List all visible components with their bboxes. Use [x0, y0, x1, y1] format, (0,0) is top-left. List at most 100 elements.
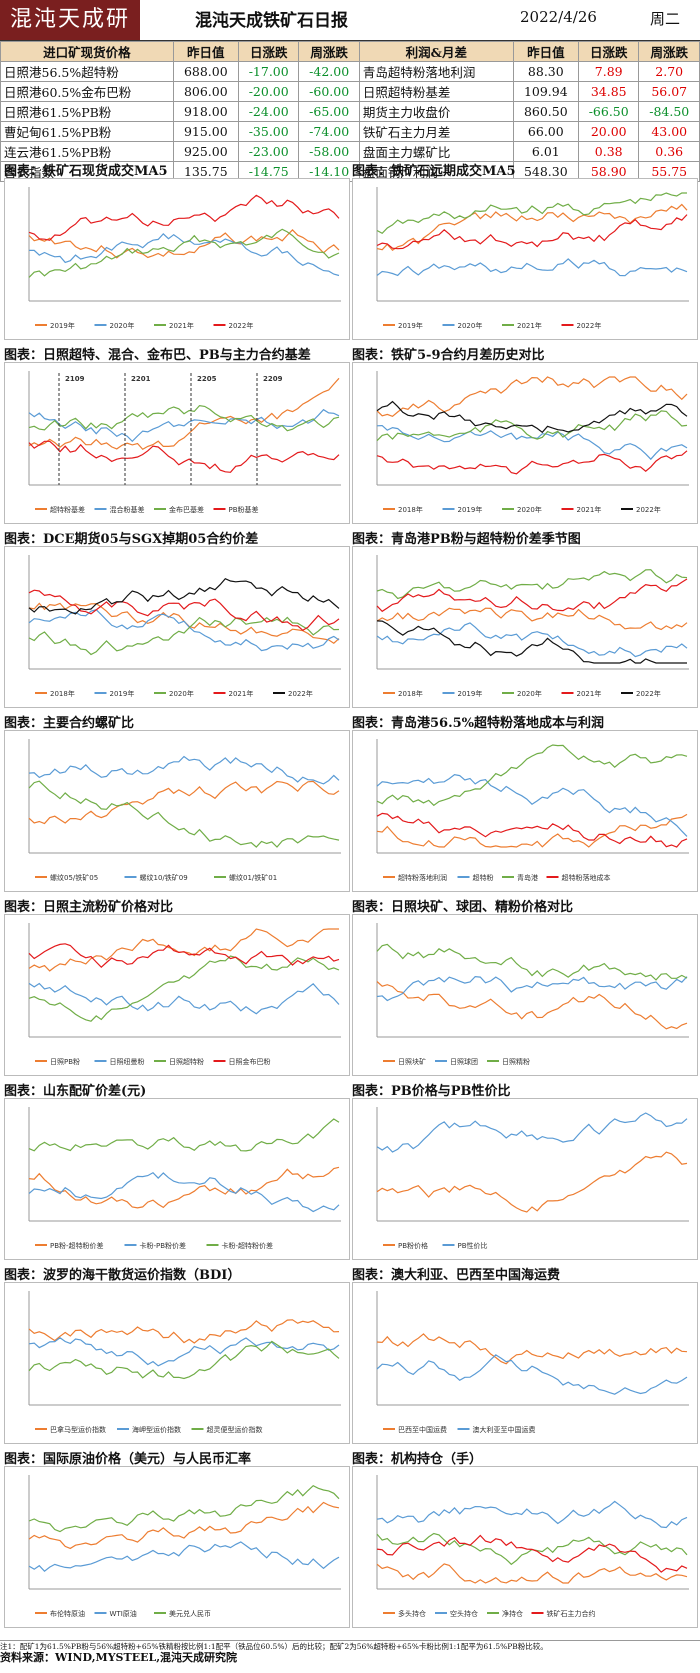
series-line — [28, 1171, 340, 1213]
legend-label: 2021年 — [517, 321, 542, 330]
series-line — [28, 404, 340, 432]
footer-source: 资料来源：WIND,MYSTEEL,混沌天成研究院 — [0, 1651, 238, 1664]
price-table-row: 连云港61.5%PB粉 925.00 -23.00 -58.00 盘面主力螺矿比 6.01… — [0, 141, 700, 162]
series-line — [376, 400, 688, 434]
report-footer: 注1：配矿1为61.5%PB粉与56%超特粉+65%铁精粉按比例1:1配平（铁品… — [0, 1640, 700, 1673]
left-day-cell: -14.75 — [237, 161, 300, 182]
series-line — [376, 1333, 688, 1365]
chart-caption: 图表：山东配矿价差(元) — [4, 1084, 147, 1099]
chart-svg: PB粉-超特粉价差 卡粉-PB粉价差 卡粉-超特粉价差 — [28, 1107, 341, 1250]
chart-svg: 多头持仓 空头持仓 净持仓 铁矿石主力合约 — [376, 1475, 689, 1618]
left-day-cell: -20.00 — [237, 81, 300, 102]
chart-panel: 螺纹05/铁矿05 螺纹10/铁矿09 螺纹01/铁矿01 — [4, 730, 350, 892]
chart-panel: 巴拿马型运价指数 海岬型运价指数 超灵便型运价指数 — [4, 1282, 350, 1444]
chart-caption: 图表：日照块矿、球团、精粉价格对比 — [352, 900, 574, 915]
right-header-day: 日涨跌 — [577, 41, 640, 62]
series-line — [28, 1166, 340, 1209]
right-name-cell: 盘面主力螺矿比 — [358, 141, 514, 162]
series-line — [28, 755, 340, 785]
chart-svg: 2018年 2019年 2020年 2021年 2022年 — [28, 555, 341, 698]
chart-panel: PB粉-超特粉价差 卡粉-PB粉价差 卡粉-超特粉价差 — [4, 1098, 350, 1260]
chart-svg: PB粉价格 PB性价比 — [376, 1107, 689, 1250]
series-line — [376, 424, 688, 461]
legend-label: 2022年 — [229, 321, 254, 330]
legend-label: 2021年 — [577, 505, 602, 514]
legend-label: 日照球团 — [450, 1057, 478, 1066]
series-line — [28, 982, 340, 1015]
legend-label: 2018年 — [50, 689, 75, 698]
legend-label: 日照块矿 — [398, 1057, 426, 1066]
chart-svg: 2109 2201 2205 2209 超特粉基差 混合粉基差 金布巴基差 PB粉基差 — [28, 371, 341, 514]
legend-label: 美元兑人民币 — [169, 1609, 211, 1618]
chart-svg: 2018年 2019年 2020年 2021年 2022年 — [376, 555, 689, 698]
chart-panel: 2109 2201 2205 2209 超特粉基差 混合粉基差 金布巴基差 PB粉基差 — [4, 362, 350, 524]
legend-label: 混合粉基差 — [110, 505, 145, 514]
left-header-prev: 昨日值 — [172, 41, 239, 62]
legend-label: 净持仓 — [502, 1609, 523, 1618]
right-day-cell: 0.38 — [577, 141, 640, 162]
series-line — [376, 943, 688, 981]
price-table-row: 日照港60.5%金布巴粉 806.00 -20.00 -60.00 日照超特粉基差 109… — [0, 81, 700, 102]
right-day-cell: 34.85 — [577, 81, 640, 102]
legend-label: PB粉-超特粉价差 — [50, 1241, 104, 1250]
legend-label: 巴西至中国运费 — [398, 1425, 447, 1434]
chart-caption: 图表：DCE期货05与SGX掉期05合约价差 — [4, 532, 259, 547]
series-line — [28, 589, 340, 632]
legend-label: PB性价比 — [458, 1241, 488, 1250]
chart-panel: 2019年 2020年 2021年 2022年 — [352, 178, 698, 340]
left-day-cell: -23.00 — [237, 141, 300, 162]
right-day-cell: 7.89 — [577, 61, 640, 82]
right-prev-cell: 860.50 — [512, 101, 579, 122]
left-week-cell: -74.00 — [298, 121, 360, 142]
chart-svg: 2019年 2020年 2021年 2022年 — [376, 187, 689, 330]
left-day-cell: -24.00 — [237, 101, 300, 122]
legend-label: 2021年 — [577, 689, 602, 698]
chart-panel: 日照块矿 日照球团 日照精粉 — [352, 914, 698, 1076]
chart-svg: 布伦特原油 WTI原油 美元兑人民币 — [28, 1475, 341, 1618]
legend-label: 螺纹10/铁矿09 — [140, 873, 188, 882]
right-week-cell: 0.36 — [638, 141, 700, 162]
series-line — [28, 440, 340, 473]
chart-panel: 2019年 2020年 2021年 2022年 — [4, 178, 350, 340]
chart-panel: 多头持仓 空头持仓 净持仓 铁矿石主力合约 — [352, 1466, 698, 1628]
series-line — [376, 569, 688, 600]
left-week-cell: -58.00 — [298, 141, 360, 162]
series-line — [376, 773, 688, 837]
series-line — [28, 780, 340, 825]
right-prev-cell: 88.30 — [512, 61, 579, 82]
legend-label: 海岬型运价指数 — [132, 1425, 181, 1434]
legend-label: 2021年 — [229, 689, 254, 698]
right-name-cell: 日照超特粉基差 — [358, 81, 514, 102]
contract-annotation: 2109 — [65, 375, 85, 383]
series-line — [376, 203, 688, 251]
price-table-header-row: 进口矿现货价格 昨日值 日涨跌 周涨跌 利润&月差 昨日值 日涨跌 周涨跌 — [0, 41, 700, 62]
series-line — [376, 975, 688, 1002]
series-line — [28, 577, 340, 615]
series-line — [376, 1534, 688, 1573]
series-line — [376, 813, 688, 848]
legend-label: 澳大利亚至中国运费 — [473, 1425, 536, 1434]
right-header-name: 利润&月差 — [358, 41, 514, 62]
series-line — [28, 377, 340, 451]
series-line — [28, 1484, 340, 1533]
right-name-cell: 青岛超特粉落地利润 — [358, 61, 514, 82]
logo: 混沌天成研究院 — [0, 0, 140, 72]
left-week-cell: -65.00 — [298, 101, 360, 122]
series-line — [376, 1500, 688, 1529]
legend-label: WTI原油 — [110, 1609, 137, 1618]
legend-label: 2018年 — [398, 505, 423, 514]
left-name-cell: 日照港61.5%PB粉 — [0, 101, 174, 122]
chart-caption: 图表：青岛港PB粉与超特粉价差季节图 — [352, 532, 581, 547]
right-week-cell: 43.00 — [638, 121, 700, 142]
chart-svg: 超特粉落地利润 超特粉 青岛港 超特粉落地成本 — [376, 739, 689, 882]
legend-label: 金布巴基差 — [169, 505, 204, 514]
chart-caption: 图表：铁矿石现货成交MA5 — [4, 164, 168, 179]
series-line — [28, 229, 340, 259]
report-title: 混沌天成铁矿石日报 — [195, 11, 348, 31]
series-line — [376, 258, 688, 277]
chart-svg: 巴西至中国运费 澳大利亚至中国运费 — [376, 1291, 689, 1434]
legend-label: 日照精粉 — [502, 1057, 530, 1066]
legend-label: 2022年 — [288, 689, 313, 698]
series-line — [28, 1340, 340, 1380]
right-day-cell: 58.90 — [577, 161, 640, 182]
